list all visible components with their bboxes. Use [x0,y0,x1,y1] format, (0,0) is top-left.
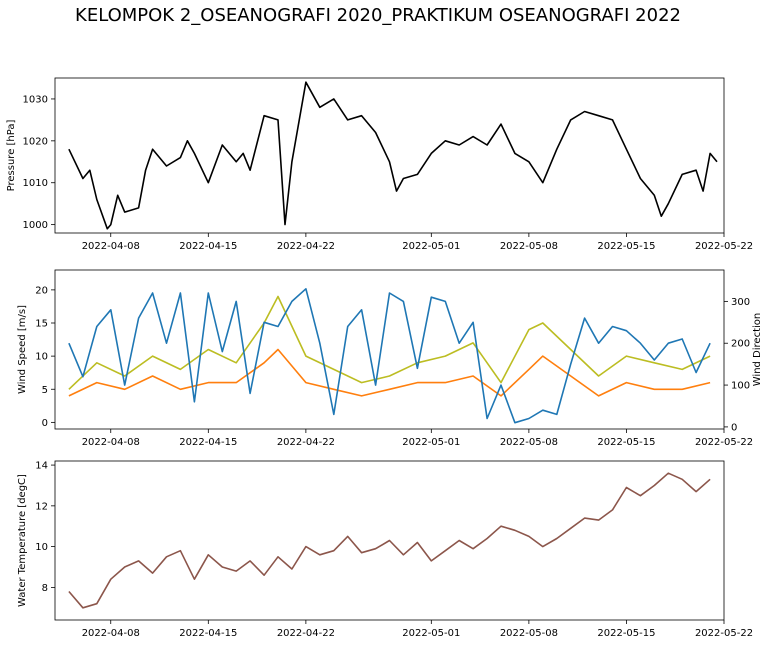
chart-panel-3: 2022-04-08 2022-04-15 2022-04-22 2022-05-01… [17,461,753,639]
x-tick-label: 2022-05-22 [695,437,753,448]
y-tick-label: 0 [42,418,48,429]
y2-axis-label: Wind Direction [752,313,763,387]
y-tick-label: 1020 [23,136,48,147]
y-tick-label: 1030 [23,94,48,105]
x-tick-label: 2022-04-15 [179,241,237,252]
x-tick-label: 2022-05-08 [500,437,558,448]
x-tick-label: 2022-05-08 [500,241,558,252]
x-tick-label: 2022-05-15 [597,628,655,639]
x-tick-label: 2022-04-22 [277,628,335,639]
series-line-wind_speed_gust [68,295,711,390]
y-tick-label: 15 [35,319,48,330]
x-tick-label: 2022-04-15 [179,628,237,639]
x-tick-label: 2022-04-22 [277,437,335,448]
series-line-wind_direction [68,288,711,424]
x-tick-label: 2022-05-22 [695,628,753,639]
series-line-water_temperature [68,472,711,609]
y-tick-label: 10 [35,352,48,363]
x-tick-label: 2022-05-01 [402,628,460,639]
chart-panel-1: 2022-04-08 2022-04-15 2022-04-22 2022-05-01… [6,77,753,252]
series-line-wind_speed [68,348,711,397]
y-tick-label: 8 [42,583,48,594]
y-tick-label: 14 [35,461,48,472]
x-tick-label: 2022-05-01 [402,437,460,448]
x-tick-label: 2022-05-08 [500,628,558,639]
y-axis-label: Water Temperature [degC] [17,474,28,607]
x-tick-label: 2022-04-22 [277,241,335,252]
x-tick-label: 2022-04-15 [179,437,237,448]
axes-frame [54,77,725,234]
y2-tick-label: 100 [731,381,750,392]
x-tick-label: 2022-04-08 [82,628,140,639]
x-tick-label: 2022-05-15 [597,241,655,252]
figure-title: KELOMPOK 2_OSEANOGRAFI 2020_PRAKTIKUM OS… [75,5,681,26]
y-tick-label: 1010 [23,178,48,189]
y-tick-label: 5 [42,385,48,396]
y2-tick-label: 200 [731,339,750,350]
y-axis-label: Pressure [hPa] [6,120,17,192]
x-tick-label: 2022-04-08 [82,437,140,448]
series-line-pressure [68,81,718,230]
axes-frame [54,269,725,430]
y-tick-label: 1000 [23,220,48,231]
x-tick-label: 2022-05-15 [597,437,655,448]
y-tick-label: 12 [35,501,48,512]
y-tick-label: 20 [35,285,48,296]
x-tick-label: 2022-05-01 [402,241,460,252]
y-axis-label: Wind Speed [m/s] [17,305,28,394]
x-tick-label: 2022-05-22 [695,241,753,252]
y-tick-label: 10 [35,542,48,553]
y2-tick-label: 0 [731,422,737,433]
chart-panel-2: 2022-04-08 2022-04-15 2022-04-22 2022-05-01… [17,269,763,448]
axes-frame [54,460,725,621]
x-tick-label: 2022-04-08 [82,241,140,252]
axes-group: 2022-04-08 2022-04-15 2022-04-22 2022-05-01… [6,77,763,639]
y2-tick-label: 300 [731,297,750,308]
